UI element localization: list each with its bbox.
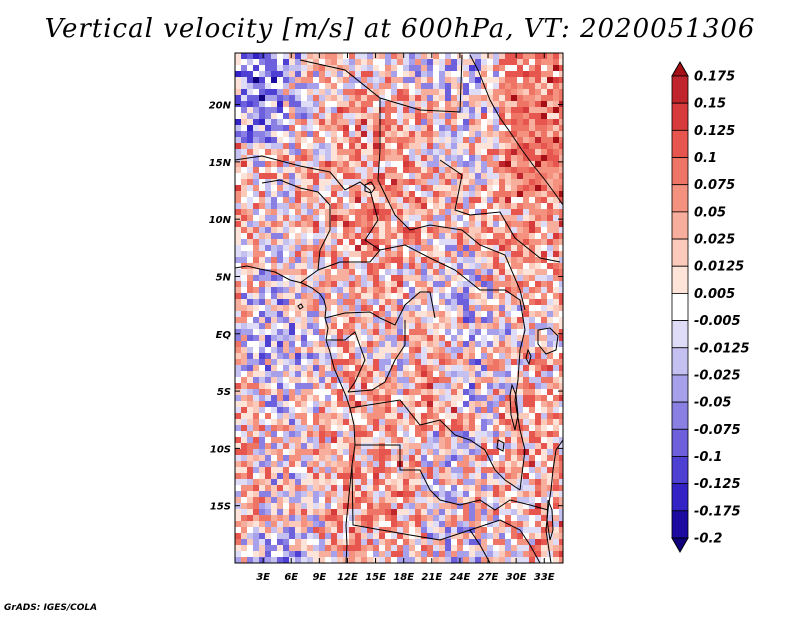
lake-malawi (546, 499, 554, 541)
colorbar-segment (671, 184, 689, 213)
coastline-east-africa (469, 54, 563, 206)
colorbar-segment (671, 293, 689, 321)
border-drc-west (347, 320, 406, 393)
colorbar-segment (671, 75, 689, 104)
border-gabon (326, 331, 366, 393)
coastline-west-africa (235, 265, 356, 563)
border-angola (355, 444, 481, 506)
border-drc-south (349, 399, 521, 491)
colorbar-segment (671, 211, 689, 240)
y-tick-label: 5S (217, 387, 231, 398)
colorbar-segment (671, 374, 689, 403)
colorbar-label: 0.025 (694, 233, 735, 248)
colorbar-segment (671, 401, 689, 430)
colorbar-label: 0.175 (694, 70, 735, 85)
colorbar-label: -0.0125 (694, 341, 750, 356)
border-north (299, 54, 463, 113)
y-tick-label: 10N (209, 215, 232, 226)
x-tick-label: 6E (284, 572, 298, 583)
colorbar-label: 0.05 (694, 205, 726, 220)
lake-victoria (537, 327, 559, 355)
colorbar-segment (671, 102, 689, 131)
colorbar-segment (671, 129, 689, 158)
colorbar-segment (671, 157, 689, 186)
x-tick-label: 9E (312, 572, 326, 583)
y-tick-label: 5N (216, 272, 232, 283)
colorbar-label: -0.125 (694, 477, 741, 492)
colorbar-segment (671, 320, 689, 349)
y-tick-label: 20N (209, 101, 232, 112)
colorbar-label: -0.1 (694, 450, 722, 465)
border-niger-chad (235, 155, 381, 251)
x-tick-label: 15E (365, 572, 386, 583)
colorbar-label: 0.125 (694, 124, 735, 139)
x-tick-label: 18E (393, 572, 414, 583)
colorbar-segment (671, 347, 689, 376)
colorbar-segment (671, 265, 689, 294)
coastline-horn (545, 439, 563, 563)
colorbar-label: 0.15 (694, 97, 726, 112)
map-title: Vertical velocity [m/s] at 600hPa, VT: 2… (44, 14, 756, 44)
border-zim (499, 519, 541, 563)
colorbar-segment (671, 510, 689, 539)
colorbar-label: -0.175 (694, 504, 741, 519)
x-tick-label: 12E (337, 572, 358, 583)
colorbar-segment (671, 238, 689, 267)
colorbar-label: 0.005 (694, 287, 735, 302)
y-tick-label: EQ (216, 330, 232, 341)
x-tick-label: 3E (256, 572, 270, 583)
colorbar-segment (671, 483, 689, 512)
grads-credit: GrADS: IGES/COLA (4, 603, 98, 613)
colorbar-label: 0.075 (694, 178, 735, 193)
colorbar-label: 0.0125 (694, 260, 744, 275)
y-tick-label: 10S (210, 444, 231, 455)
x-tick-label: 21E (421, 572, 442, 583)
colorbar-label: -0.005 (694, 314, 741, 329)
colorbar-overflow-top (671, 60, 689, 77)
border-congo (324, 291, 436, 326)
x-tick-label: 27E (478, 572, 499, 583)
colorbar: 0.175 0.15 0.125 0.1 0.075 0.05 0.025 0.0125 0.0… (671, 60, 750, 554)
x-tick-label: 30E (506, 572, 527, 583)
colorbar-label: -0.2 (694, 532, 722, 547)
vertical-velocity-field (235, 53, 563, 563)
border-nigeria (261, 179, 331, 284)
colorbar-label: 0.1 (694, 151, 717, 166)
border-car (317, 244, 521, 301)
border-drc-east (514, 299, 526, 491)
border-zambia (479, 499, 549, 511)
colorbar-overflow-bottom (671, 537, 689, 554)
colorbar-segment (671, 456, 689, 485)
border-botswana (469, 529, 491, 563)
island-bioko (297, 303, 304, 310)
colorbar-label: -0.05 (694, 396, 731, 411)
colorbar-segment (671, 428, 689, 457)
border-chad-sudan (377, 98, 526, 311)
latitude-axis: 20N 15N 10N 5N EQ 5S 10S 15S (209, 101, 563, 513)
x-tick-label: 33E (534, 572, 555, 583)
lake-mweru (496, 439, 505, 452)
border-namibia (351, 464, 501, 541)
map-frame (234, 52, 564, 564)
border-sudan-ethiopia (439, 159, 561, 263)
lake-tanganyika (509, 383, 519, 431)
colorbar-label: -0.075 (694, 423, 741, 438)
coastlines-and-borders (235, 54, 563, 563)
colorbar-label: -0.025 (694, 368, 741, 383)
y-tick-label: 15N (209, 158, 232, 169)
y-tick-label: 15S (210, 502, 231, 513)
lake-chad (364, 181, 376, 194)
longitude-axis: 3E 6E 9E 12E 15E 18E 21E 24E 27E 30E 33E (256, 53, 555, 583)
x-tick-label: 24E (450, 572, 471, 583)
lake-albert (525, 348, 532, 366)
